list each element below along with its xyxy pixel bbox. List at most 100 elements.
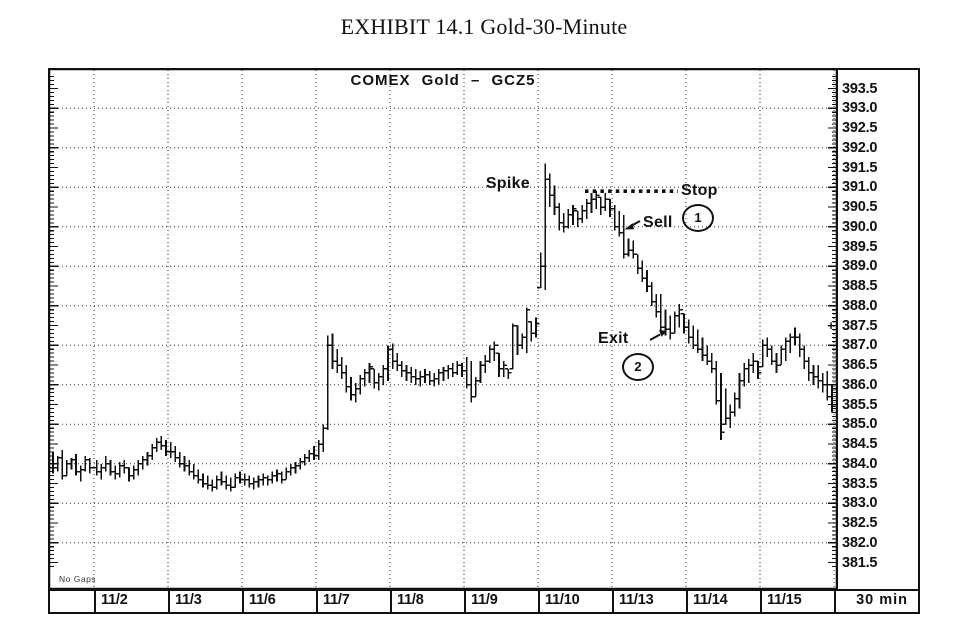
ohlc-bar bbox=[472, 376, 480, 398]
x-axis-date-label: 11/8 bbox=[397, 592, 424, 608]
ohlc-bar bbox=[204, 475, 211, 490]
y-axis-tick-label: 384.0 bbox=[842, 455, 878, 472]
ohlc-bar bbox=[176, 451, 184, 468]
ohlc-bar bbox=[518, 333, 526, 350]
ohlc-bar bbox=[643, 270, 651, 292]
x-axis-cell-divider bbox=[390, 591, 392, 612]
ohlc-bar bbox=[342, 365, 350, 393]
ohlc-bar bbox=[490, 341, 498, 362]
exit-arrow bbox=[649, 329, 667, 341]
ohlc-bar bbox=[481, 355, 489, 373]
annotation-stop-label: Stop bbox=[681, 182, 718, 199]
ohlc-bar bbox=[712, 361, 720, 405]
ohlc-bar bbox=[199, 473, 207, 488]
y-axis-tick-label: 382.0 bbox=[842, 534, 878, 551]
ohlc-bar bbox=[527, 320, 535, 342]
ohlc-bar bbox=[407, 366, 415, 383]
ohlc-bar bbox=[315, 440, 322, 460]
y-axis-tick-label: 393.0 bbox=[842, 100, 878, 117]
ohlc-bar bbox=[453, 361, 461, 375]
chart-title: COMEX Gold – GCZ5 bbox=[350, 72, 536, 89]
ohlc-bar bbox=[814, 365, 822, 389]
x-axis-cell-divider bbox=[686, 591, 688, 612]
ohlc-bar bbox=[86, 457, 94, 474]
ohlc-bar bbox=[745, 359, 753, 383]
x-axis-cell-divider bbox=[834, 591, 836, 612]
ohlc-bar bbox=[268, 471, 276, 484]
y-axis-tick-label: 391.0 bbox=[842, 179, 878, 196]
x-axis-cell-divider bbox=[242, 591, 244, 612]
x-axis-date-row: 30 min 11/2 11/3 11/6 11/7 11/8 11/9 11/10 11/1… bbox=[48, 589, 920, 614]
ohlc-bar bbox=[791, 327, 799, 346]
ohlc-bar bbox=[555, 203, 563, 231]
ohlc-bar bbox=[273, 469, 281, 482]
ohlc-bar bbox=[532, 317, 540, 338]
ohlc-bar bbox=[440, 366, 447, 381]
ohlc-bar bbox=[736, 372, 743, 409]
x-axis-date-label: 11/3 bbox=[175, 592, 202, 608]
x-axis-date-label: 11/13 bbox=[619, 592, 654, 608]
timeframe-label: 30 min bbox=[856, 592, 908, 608]
y-axis-tick-label: 386.5 bbox=[842, 357, 878, 373]
x-axis-cell-divider bbox=[168, 591, 170, 612]
y-axis-tick-label: 381.5 bbox=[842, 554, 878, 571]
y-axis-tick-label: 389.5 bbox=[842, 238, 878, 255]
x-axis-date-label: 11/7 bbox=[323, 592, 350, 608]
ohlc-bar bbox=[500, 361, 507, 377]
ohlc-bar bbox=[157, 436, 165, 450]
ohlc-bar bbox=[666, 315, 674, 340]
ohlc-bar bbox=[324, 335, 332, 431]
ohlc-bar bbox=[731, 392, 739, 417]
ohlc-bar bbox=[171, 445, 179, 462]
ohlc-bar bbox=[435, 368, 443, 385]
ohlc-bar bbox=[773, 353, 780, 373]
x-axis-date-label: 11/10 bbox=[545, 592, 580, 608]
ohlc-bar bbox=[366, 363, 373, 383]
ohlc-bar bbox=[208, 479, 216, 492]
ohlc-bar bbox=[583, 199, 591, 219]
ohlc-bar bbox=[231, 473, 239, 489]
x-axis-cell-divider bbox=[538, 591, 540, 612]
ohlc-bar bbox=[338, 357, 346, 379]
ohlc-bar bbox=[426, 370, 433, 385]
x-axis-date-label: 11/6 bbox=[249, 592, 276, 608]
ohlc-bar bbox=[389, 343, 396, 369]
x-axis-cell-divider bbox=[760, 591, 762, 612]
y-axis-tick-label: 388.0 bbox=[842, 297, 878, 314]
ohlc-bar bbox=[139, 455, 147, 470]
ohlc-bar bbox=[717, 372, 725, 441]
ohlc-bar bbox=[97, 463, 105, 480]
ohlc-bar bbox=[63, 459, 71, 477]
ohlc-bar bbox=[185, 459, 193, 476]
ohlc-bar bbox=[569, 205, 577, 225]
ohlc-bar bbox=[546, 173, 554, 207]
ohlc-bar bbox=[509, 323, 517, 370]
y-axis-labels: 393.5 393.0 392.5 392.0 391.5 391.0 390.5 390.0… bbox=[838, 68, 920, 590]
ohlc-bar bbox=[685, 319, 692, 344]
y-axis-tick-label: 383.0 bbox=[842, 495, 878, 512]
ohlc-bar bbox=[634, 253, 642, 275]
y-axis-tick-label: 390.5 bbox=[842, 199, 878, 215]
ohlc-bar bbox=[107, 459, 114, 476]
sell-circled-number: 1 bbox=[682, 204, 714, 232]
ohlc-bar bbox=[144, 451, 151, 466]
y-axis-tick-label: 383.5 bbox=[842, 475, 878, 492]
x-axis-cell-divider bbox=[464, 591, 466, 612]
ohlc-bar bbox=[305, 449, 313, 462]
ohlc-bar bbox=[190, 463, 198, 480]
ohlc-bar bbox=[421, 368, 429, 383]
ohlc-bar bbox=[134, 459, 142, 476]
y-axis-tick-label: 393.5 bbox=[842, 80, 878, 97]
y-axis-tick-label: 391.5 bbox=[842, 159, 878, 176]
ohlc-bar bbox=[564, 208, 572, 229]
x-axis-date-label: 11/15 bbox=[767, 592, 802, 608]
ohlc-bar bbox=[227, 477, 235, 492]
y-axis-tick-label: 384.5 bbox=[842, 436, 878, 452]
ohlc-bar bbox=[259, 473, 267, 486]
ohlc-bar bbox=[292, 461, 299, 474]
ohlc-bar bbox=[597, 196, 605, 215]
ohlc-bar bbox=[819, 372, 827, 393]
ohlc-bar bbox=[629, 240, 637, 259]
annotation-spike-label: Spike bbox=[485, 175, 530, 192]
